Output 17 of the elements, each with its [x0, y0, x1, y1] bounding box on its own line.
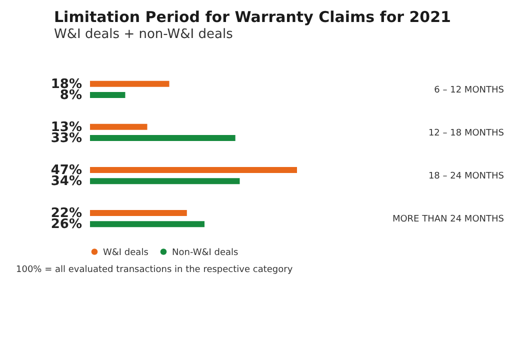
bar: [90, 124, 148, 130]
bar: [90, 135, 236, 142]
y-tick-label: 12 – 18 MONTHS: [428, 128, 504, 138]
text: 100% = all evaluated transactions in the respective category: [16, 265, 294, 275]
y-tick-label: 18 – 24 MONTHS: [428, 172, 504, 182]
legend-label: W&I deals: [103, 248, 149, 258]
bar: [90, 80, 170, 87]
chart-title: Limitation Period for Warranty Claims for 2021: [54, 8, 451, 26]
bar: [90, 92, 126, 98]
legend-label: Non-W&I deals: [172, 248, 239, 258]
y-tick-label: MORE THAN 24 MONTHS: [392, 214, 504, 225]
y-tick-label: 6 – 12 MONTHS: [434, 85, 504, 96]
bar: [90, 178, 240, 184]
bar: [90, 210, 187, 216]
bar: [90, 166, 297, 173]
bar: [90, 221, 205, 228]
chart-subtitle: W&I deals + non-W&I deals: [54, 27, 234, 42]
